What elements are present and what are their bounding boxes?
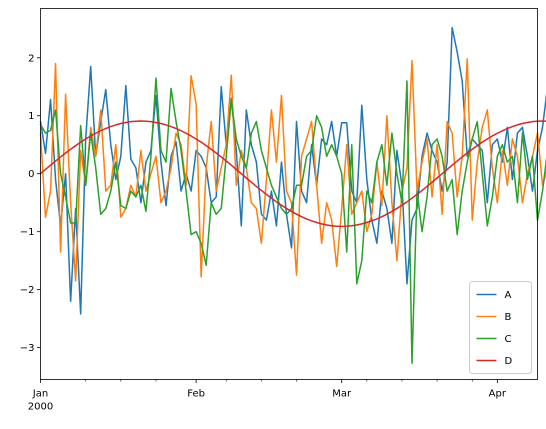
legend-box (469, 281, 532, 374)
y-axis: −3 −2 −1 0 1 2 (20, 53, 41, 354)
plot-frame (40, 8, 538, 380)
y-tick-label: 2 (28, 53, 34, 64)
x-year-label: 2000 (28, 402, 53, 413)
series-layer (39, 26, 546, 365)
legend-label-c: C (505, 334, 512, 345)
y-tick-label: −3 (20, 343, 35, 354)
x-tick-label: Feb (187, 389, 205, 400)
legend-label-b: B (505, 312, 512, 323)
x-tick-label: Mar (332, 389, 352, 400)
x-tick-label: Apr (489, 389, 507, 400)
y-tick-label: 1 (28, 111, 34, 122)
legend-label-d: D (505, 356, 513, 367)
series-line-c (39, 77, 546, 365)
x-axis: Jan 2000 Feb Mar Apr (28, 379, 507, 413)
x-tick-label: Jan (32, 389, 48, 400)
y-tick-label: 0 (28, 169, 34, 180)
legend-label-a: A (505, 290, 512, 301)
y-tick-label: −1 (20, 227, 35, 238)
y-tick-label: −2 (20, 285, 35, 296)
series-line-d (39, 120, 546, 228)
